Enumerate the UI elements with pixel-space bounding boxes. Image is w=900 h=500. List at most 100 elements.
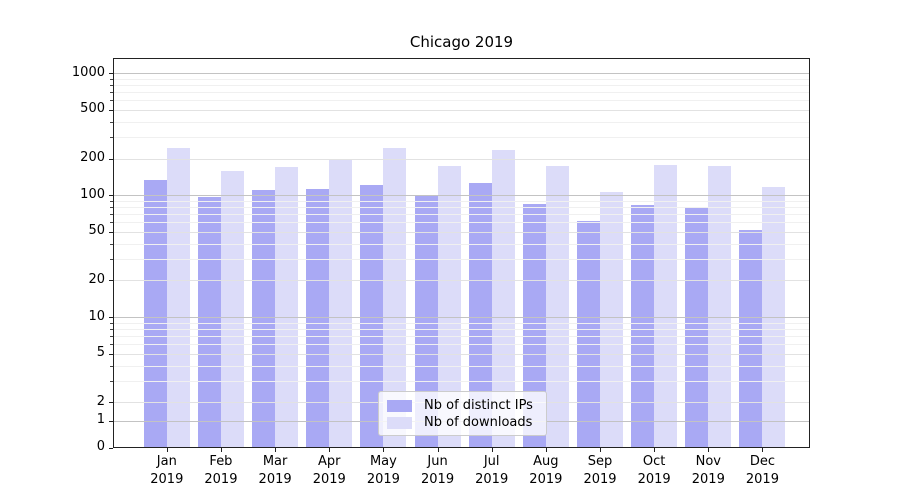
y-tick-label-100: 100 — [80, 186, 105, 202]
year-label: 2019 — [312, 471, 346, 487]
bar-distinct-ips-apr — [306, 189, 330, 448]
bar-distinct-ips-mar — [252, 190, 276, 448]
legend: Nb of distinct IPs Nb of downloads — [378, 391, 547, 436]
gridline-90 — [114, 200, 809, 202]
x-tick-apr — [329, 448, 331, 452]
year-label: 2019 — [366, 471, 400, 487]
y-tick-5 — [109, 353, 113, 355]
gridline-9 — [114, 322, 809, 324]
x-tick-sep — [600, 448, 601, 452]
x-tick-label-aug: Aug 2019 — [516, 453, 576, 488]
bar-downloads-apr — [329, 159, 353, 448]
legend-swatch-distinct-ips — [387, 399, 412, 412]
y-minor-tick-6 — [110, 344, 113, 346]
y-tick-500 — [109, 109, 113, 111]
y-minor-tick-800 — [110, 85, 113, 87]
bar-distinct-ips-dec — [739, 229, 763, 448]
y-tick-20 — [109, 280, 113, 282]
gridline-60 — [114, 222, 809, 224]
x-tick-label-dec: Dec 2019 — [732, 453, 792, 488]
y-minor-tick-4 — [110, 365, 113, 367]
y-tick-label-0: 0 — [96, 439, 105, 455]
gridline-600 — [114, 100, 809, 102]
gridline-50 — [114, 231, 809, 233]
year-label: 2019 — [475, 471, 509, 487]
x-tick-may — [383, 448, 385, 452]
chart-title: Chicago 2019 — [409, 33, 514, 51]
year-label: 2019 — [583, 471, 617, 487]
month-label: Mar — [262, 454, 288, 469]
x-tick-label-jan: Jan 2019 — [137, 453, 197, 488]
legend-item-distinct-ips: Nb of distinct IPs — [387, 398, 538, 413]
month-label: Oct — [642, 454, 666, 469]
gridline-40 — [114, 243, 809, 245]
bar-downloads-mar — [275, 167, 299, 448]
spine-left — [113, 58, 114, 448]
month-label: Jun — [427, 454, 448, 469]
y-tick-1000 — [109, 73, 113, 75]
y-tick-label-10: 10 — [88, 308, 105, 324]
bar-distinct-ips-sep — [577, 221, 600, 448]
y-tick-10 — [109, 317, 113, 319]
gridline-700 — [114, 92, 809, 94]
month-label: Nov — [695, 454, 721, 469]
bar-distinct-ips-aug — [522, 203, 546, 448]
y-minor-tick-70 — [110, 214, 113, 216]
bar-downloads-nov — [708, 165, 732, 448]
month-label: Dec — [749, 454, 776, 469]
x-tick-label-jul: Jul 2019 — [462, 453, 522, 488]
gridline-20 — [114, 280, 809, 282]
y-minor-tick-60 — [110, 222, 113, 224]
y-tick-1 — [109, 420, 113, 422]
y-minor-tick-8 — [110, 328, 113, 330]
month-label: Sep — [587, 454, 613, 469]
y-tick-50 — [109, 231, 113, 233]
month-label: Feb — [209, 454, 233, 469]
gridline-4 — [114, 365, 809, 367]
legend-label-downloads: Nb of downloads — [424, 415, 533, 430]
year-label: 2019 — [691, 471, 725, 487]
gridline-80 — [114, 207, 809, 208]
gridline-300 — [114, 137, 809, 139]
gridline-100 — [114, 195, 809, 197]
legend-label-distinct-ips: Nb of distinct IPs — [424, 398, 533, 413]
gridline-7 — [114, 335, 809, 337]
y-tick-2 — [109, 402, 113, 404]
year-label: 2019 — [745, 471, 779, 487]
x-tick-label-mar: Mar 2019 — [245, 453, 305, 488]
x-tick-aug — [545, 448, 547, 452]
month-label: May — [369, 454, 397, 469]
gridline-70 — [114, 214, 809, 216]
gridline-5 — [114, 353, 809, 355]
month-label: Aug — [533, 454, 559, 469]
bar-distinct-ips-jun — [414, 195, 438, 448]
gridline-3 — [114, 380, 809, 382]
bar-distinct-ips-oct — [631, 205, 655, 448]
y-tick-label-500: 500 — [80, 101, 105, 117]
y-minor-tick-90 — [110, 200, 113, 202]
bar-downloads-feb — [220, 170, 244, 448]
gridline-400 — [114, 121, 809, 123]
year-label: 2019 — [204, 471, 238, 487]
y-minor-tick-7 — [110, 335, 113, 337]
x-tick-jul — [491, 448, 493, 452]
x-tick-dec — [762, 448, 764, 452]
y-minor-tick-80 — [110, 207, 113, 208]
gridline-30 — [114, 258, 809, 260]
x-tick-mar — [275, 448, 277, 452]
y-tick-label-1000: 1000 — [71, 64, 105, 80]
y-tick-200 — [109, 158, 113, 160]
x-tick-label-apr: Apr 2019 — [299, 453, 359, 488]
y-tick-label-200: 200 — [80, 150, 105, 165]
y-tick-label-50: 50 — [88, 223, 105, 239]
x-tick-feb — [220, 448, 222, 452]
gridline-8 — [114, 328, 809, 330]
y-minor-tick-400 — [110, 121, 113, 123]
month-label: Jan — [156, 454, 177, 469]
year-label: 2019 — [421, 471, 455, 487]
y-tick-label-1: 1 — [96, 412, 105, 428]
gridline-200 — [114, 158, 809, 160]
y-minor-tick-600 — [110, 100, 113, 102]
x-tick-label-nov: Nov 2019 — [678, 453, 738, 488]
x-tick-oct — [654, 448, 656, 452]
